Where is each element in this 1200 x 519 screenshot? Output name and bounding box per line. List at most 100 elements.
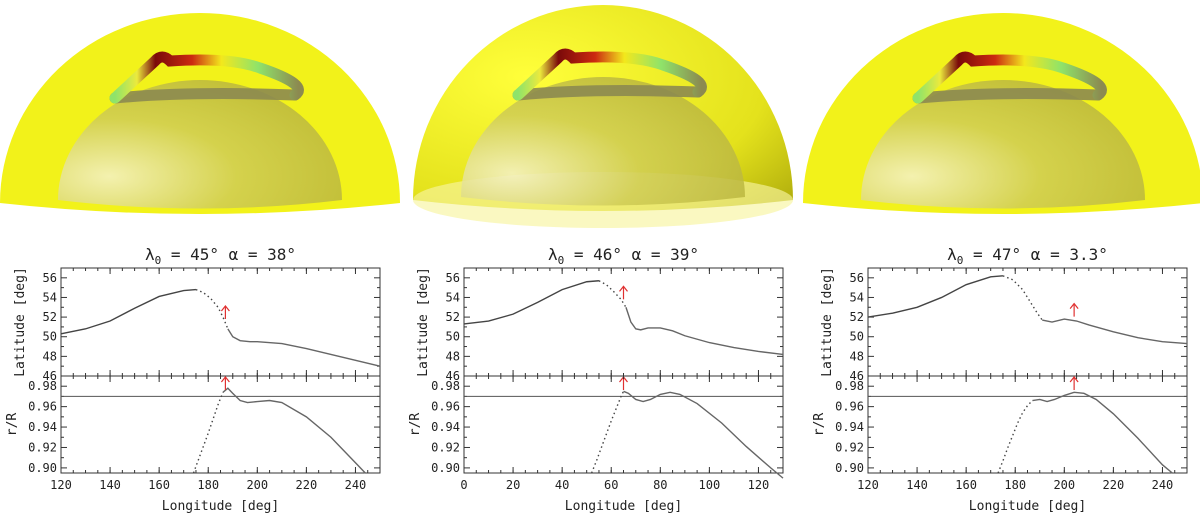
inner-core	[861, 80, 1145, 209]
flux-tube-top	[512, 48, 707, 101]
longitude-tick-label: 100	[699, 478, 721, 492]
latitude-tick-label: 56	[43, 271, 57, 285]
panel-title: λ0 = 46° α = 39°	[548, 245, 699, 267]
panel-title: λ0 = 47° α = 3.3°	[947, 245, 1108, 267]
latitude-tick-label: 50	[43, 330, 57, 344]
radius-curve-solid	[222, 387, 366, 474]
chart-panel-3: λ0 = 47° α = 3.3° 46 48 50 52 54 56 Latitude [d…	[812, 245, 1188, 514]
radius-tick-label: 0.92	[431, 440, 460, 454]
latitude-tick-label: 50	[850, 330, 864, 344]
latitude-tick-label: 52	[446, 310, 460, 324]
longitude-tick-label: 140	[99, 478, 121, 492]
latitude-marker-arrowhead	[619, 285, 628, 292]
latitude-tick-label: 54	[446, 290, 460, 304]
latitude-tick-label: 54	[850, 290, 864, 304]
inner-core	[461, 77, 745, 206]
title-lambda: λ	[548, 245, 558, 264]
latitude-axes-frame	[867, 267, 1188, 377]
title-lambda: λ	[145, 245, 155, 264]
longitude-axis-label: Longitude [deg]	[565, 499, 682, 514]
longitude-tick-label: 120	[50, 478, 72, 492]
latitude-curve-ascending	[60, 288, 197, 335]
flux-tube-bottom	[912, 88, 1104, 104]
latitude-marker-arrowhead	[220, 305, 230, 312]
flux-tube-top	[912, 51, 1107, 104]
title-parameters: = 47° α = 3.3°	[963, 245, 1108, 264]
latitude-curve-dotted	[1002, 275, 1043, 321]
title-subscript: 0	[957, 254, 964, 267]
longitude-tick-label: 60	[604, 478, 618, 492]
longitude-tick-label: 140	[906, 478, 928, 492]
radius-axes-frame	[463, 375, 784, 474]
radius-tick-label: 0.92	[28, 440, 57, 454]
flux-tube-top	[109, 51, 304, 104]
latitude-tick-label: 48	[446, 349, 460, 363]
flux-tube-bottom	[512, 85, 704, 101]
radius-tick-label: 0.90	[431, 461, 460, 475]
latitude-tick-label: 56	[850, 271, 864, 285]
longitude-tick-label: 120	[748, 478, 770, 492]
radius-axes-frame	[867, 375, 1188, 474]
radius-axis-label: r/R	[812, 413, 827, 437]
latitude-curve-dotted	[195, 288, 229, 330]
latitude-tick-label: 48	[850, 349, 864, 363]
latitude-tick-label: 46	[43, 369, 57, 383]
latitude-tick-label: 46	[446, 369, 460, 383]
title-subscript: 0	[558, 254, 565, 267]
flux-tube-bottom	[109, 88, 301, 104]
radius-curve-solid	[623, 390, 784, 479]
longitude-tick-label: 40	[555, 478, 569, 492]
latitude-axis-label: Latitude [deg]	[13, 267, 28, 377]
longitude-tick-label: 180	[1004, 478, 1026, 492]
longitude-tick-label: 180	[197, 478, 219, 492]
radius-axis-label: r/R	[408, 413, 423, 437]
latitude-axes-frame	[463, 267, 784, 377]
radius-tick-label: 0.94	[431, 420, 460, 434]
hemisphere-renderings	[0, 5, 1200, 228]
longitude-tick-label: 0	[460, 478, 467, 492]
radius-tick-label: 0.94	[835, 420, 864, 434]
radius-marker-arrowhead	[220, 376, 230, 383]
latitude-curve-descending	[227, 328, 381, 367]
latitude-tick-label: 54	[43, 290, 57, 304]
latitude-tick-label: 52	[43, 310, 57, 324]
radius-tick-label: 0.94	[28, 420, 57, 434]
radius-curve-dotted	[590, 391, 625, 474]
radius-tick-label: 0.96	[431, 400, 460, 414]
longitude-tick-label: 220	[296, 478, 318, 492]
chart-panel-1: λ0 = 45° α = 38° 46 48 50 52 54 56 Latitude [de…	[5, 245, 381, 514]
title-parameters: = 46° α = 39°	[564, 245, 699, 264]
longitude-tick-label: 200	[1053, 478, 1075, 492]
longitude-axis-label: Longitude [deg]	[969, 499, 1086, 514]
longitude-axis-label: Longitude [deg]	[162, 499, 279, 514]
hemisphere-2	[413, 5, 793, 228]
radius-tick-label: 0.96	[835, 400, 864, 414]
latitude-curve-ascending	[463, 280, 600, 325]
radius-curve-dotted	[192, 392, 224, 474]
title-lambda: λ	[947, 245, 957, 264]
latitude-marker-arrowhead	[1069, 302, 1079, 309]
longitude-tick-label: 220	[1103, 478, 1125, 492]
longitude-tick-label: 160	[148, 478, 170, 492]
radius-tick-label: 0.96	[28, 400, 57, 414]
latitude-curve-dotted	[598, 280, 627, 308]
radius-tick-label: 0.90	[28, 461, 57, 475]
longitude-tick-label: 120	[857, 478, 879, 492]
longitude-tick-label: 20	[506, 478, 520, 492]
panel-title: λ0 = 45° α = 38°	[145, 245, 296, 267]
radius-axis-label: r/R	[5, 413, 20, 437]
title-subscript: 0	[155, 254, 162, 267]
longitude-tick-label: 240	[345, 478, 367, 492]
radius-marker-arrowhead	[1069, 376, 1079, 383]
latitude-tick-label: 50	[446, 330, 460, 344]
latitude-tick-label: 56	[446, 271, 460, 285]
radius-tick-label: 0.98	[835, 379, 864, 393]
longitude-tick-label: 200	[246, 478, 268, 492]
longitude-tick-label: 240	[1152, 478, 1174, 492]
inner-core	[58, 80, 342, 209]
chart-panels: λ0 = 45° α = 38° 46 48 50 52 54 56 Latitude [de…	[5, 245, 1188, 514]
radius-axes-frame	[60, 375, 381, 474]
longitude-tick-label: 80	[653, 478, 667, 492]
